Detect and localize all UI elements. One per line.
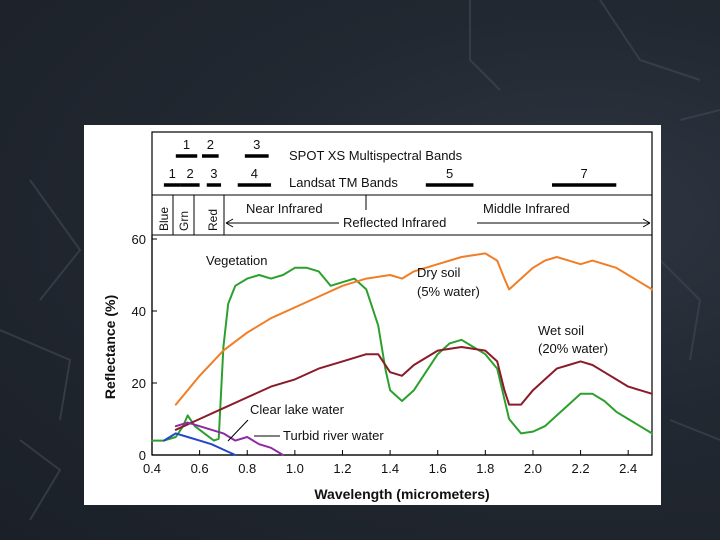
x-tick-label: 2.2 [572, 461, 590, 476]
x-tick-label: 1.0 [286, 461, 304, 476]
x-axis-ticks: 0.4 0.6 0.8 1.0 1.2 1.4 1.6 1.8 2.0 2.2 2.4 [143, 450, 637, 476]
x-tick-label: 2.0 [524, 461, 542, 476]
y-tick-label: 60 [132, 232, 146, 247]
x-axis-title: Wavelength (micrometers) [314, 486, 489, 502]
y-tick-label: 40 [132, 304, 146, 319]
y-tick-label: 0 [139, 448, 146, 463]
spot-band-label: 2 [207, 137, 214, 152]
series-line-wet-soil-20-water [174, 346, 653, 431]
region-middle-infrared-label: Middle Infrared [483, 201, 570, 216]
x-tick-label: 1.4 [381, 461, 399, 476]
x-tick-label: 0.4 [143, 461, 161, 476]
landsat-band-label: 7 [581, 166, 588, 181]
x-tick-label: 2.4 [619, 461, 637, 476]
region-green-label: Grn [177, 211, 191, 231]
series-line-turbid-river-water [174, 421, 284, 456]
label-turbid-river-water: Turbid river water [283, 428, 384, 443]
y-axis-title: Reflectance (%) [102, 295, 118, 399]
landsat-band-label: 2 [186, 166, 193, 181]
spectral-regions-row: Blue Grn Red Near Infrared Middle Infrar… [157, 195, 651, 235]
clear-lake-leader [227, 419, 249, 442]
series-line-clear-lake-water [162, 432, 237, 456]
label-vegetation: Vegetation [206, 253, 267, 268]
x-tick-label: 0.8 [238, 461, 256, 476]
series-line-dry-soil-5-water [174, 252, 653, 406]
spot-band-label: 1 [183, 137, 190, 152]
y-tick-label: 20 [132, 376, 146, 391]
x-tick-label: 0.6 [191, 461, 209, 476]
landsat-band-label: 3 [210, 166, 217, 181]
landsat-band-label: 1 [169, 166, 176, 181]
landsat-band-label: 5 [446, 166, 453, 181]
landsat-band-label: 4 [251, 166, 258, 181]
series-line-vegetation [151, 266, 653, 442]
region-red-label: Red [206, 209, 220, 231]
label-clear-lake-water: Clear lake water [250, 402, 345, 417]
spot-bands-row: 1 2 3 [175, 137, 269, 158]
region-near-infrared-label: Near Infrared [246, 201, 323, 216]
spot-band-label: 3 [253, 137, 260, 152]
label-wet-soil: Wet soil (20% water) [538, 323, 608, 356]
region-reflected-infrared-label: Reflected Infrared [343, 215, 446, 230]
x-tick-label: 1.8 [476, 461, 494, 476]
region-blue-label: Blue [157, 207, 171, 231]
label-dry-soil: Dry soil (5% water) [417, 265, 480, 299]
spot-bands-label: SPOT XS Multispectral Bands [289, 148, 463, 163]
series-lines [151, 252, 653, 456]
y-axis-ticks: 0 20 40 60 [132, 232, 157, 463]
x-tick-label: 1.2 [333, 461, 351, 476]
x-tick-label: 1.6 [429, 461, 447, 476]
landsat-bands-label: Landsat TM Bands [289, 175, 398, 190]
